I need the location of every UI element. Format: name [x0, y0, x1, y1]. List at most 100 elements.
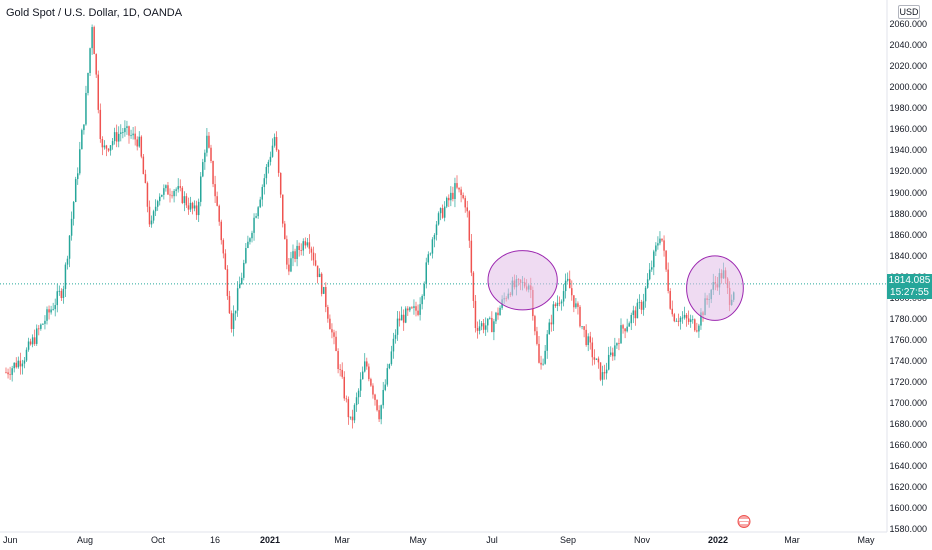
- candle-body: [683, 314, 686, 318]
- candle-body: [74, 179, 77, 202]
- candle-body: [448, 197, 450, 201]
- candle-body: [325, 287, 327, 308]
- candle-body: [15, 362, 17, 368]
- candle-body: [11, 368, 13, 375]
- candle-body: [700, 312, 702, 326]
- candle-body: [107, 148, 110, 151]
- candle-body: [599, 362, 602, 380]
- candle-body: [113, 132, 116, 142]
- candle-body: [148, 206, 151, 225]
- candle-body: [347, 399, 350, 418]
- time-tick-label: Nov: [633, 535, 651, 545]
- candle-body: [318, 273, 321, 278]
- candle-body: [480, 323, 483, 327]
- candle-body: [402, 314, 405, 323]
- candle-body: [550, 322, 553, 325]
- candle-body: [294, 251, 296, 259]
- candle-body: [616, 343, 618, 346]
- candle-body: [577, 303, 579, 307]
- annotation-circle[interactable]: [487, 250, 558, 311]
- price-tick-label: 1740.000: [889, 355, 927, 366]
- candle-body: [169, 194, 171, 196]
- candle-body: [19, 360, 22, 367]
- candle-body: [634, 310, 637, 319]
- candle-body: [23, 360, 26, 364]
- candle-body: [216, 196, 218, 206]
- price-tick-label: 2020.000: [889, 61, 927, 72]
- candle-body: [638, 301, 641, 303]
- candle-body: [302, 241, 304, 251]
- candle-body: [597, 358, 600, 363]
- candle-body: [552, 304, 555, 325]
- candle-body: [228, 296, 231, 314]
- annotation-circle[interactable]: [686, 255, 744, 321]
- candle-body: [376, 399, 378, 411]
- candle-body: [327, 307, 329, 319]
- candle-body: [468, 211, 471, 241]
- tradingview-logo-icon[interactable]: [734, 515, 754, 528]
- price-tick-label: 1660.000: [889, 439, 927, 450]
- candle-body: [210, 147, 212, 161]
- time-tick-label: 2022: [707, 535, 729, 545]
- currency-badge[interactable]: USD: [898, 5, 920, 19]
- price-tick-label: 1880.000: [889, 208, 927, 219]
- candle-body: [282, 194, 284, 224]
- candle-body: [458, 187, 460, 190]
- candle-body: [230, 313, 233, 330]
- candle-body: [591, 342, 594, 358]
- candle-body: [40, 324, 42, 329]
- candle-body: [284, 223, 286, 240]
- candle-body: [425, 262, 427, 285]
- candle-body: [632, 310, 635, 315]
- candle-body: [685, 314, 688, 319]
- candle-body: [85, 92, 87, 125]
- time-tick-label: Oct: [150, 535, 166, 545]
- candle-body: [380, 405, 382, 420]
- candle-body: [624, 328, 626, 332]
- candle-body: [140, 136, 143, 157]
- candle-body: [312, 252, 315, 261]
- candle-body: [491, 317, 493, 333]
- candle-body: [429, 253, 432, 255]
- candle-body: [171, 195, 173, 197]
- candle-body: [5, 372, 7, 374]
- candle-body: [150, 220, 153, 225]
- candle-body: [694, 319, 696, 331]
- candle-body: [156, 201, 159, 207]
- time-tick-label: 16: [209, 535, 221, 545]
- candle-body: [370, 379, 372, 386]
- candle-body: [115, 132, 118, 142]
- candle-body: [470, 240, 473, 273]
- annotations-layer: [487, 250, 744, 321]
- candle-body: [663, 240, 665, 251]
- candle-body: [569, 278, 571, 289]
- candle-body: [651, 267, 653, 270]
- candle-body: [558, 302, 561, 304]
- candle-body: [636, 302, 639, 319]
- candle-body: [222, 240, 225, 254]
- candle-body: [128, 126, 130, 136]
- candle-body: [329, 318, 331, 330]
- candle-body: [72, 201, 75, 219]
- candle-body: [696, 330, 698, 332]
- candle-body: [585, 329, 587, 346]
- candle-body: [587, 336, 589, 346]
- candle-body: [38, 328, 40, 330]
- candle-body: [618, 343, 620, 344]
- candle-body: [673, 314, 676, 322]
- candle-body: [68, 235, 71, 259]
- candle-body: [95, 54, 97, 75]
- candle-body: [187, 205, 190, 210]
- candle-body: [66, 258, 69, 265]
- candle-body: [583, 326, 585, 330]
- candle-body: [152, 211, 155, 221]
- candle-body: [109, 145, 112, 151]
- candle-body: [99, 109, 102, 140]
- candle-body: [31, 337, 34, 345]
- candle-body: [421, 295, 423, 305]
- candle-body: [622, 325, 624, 329]
- price-tick-label: 1600.000: [889, 502, 927, 513]
- candle-body: [593, 357, 596, 360]
- candle-body: [105, 145, 108, 149]
